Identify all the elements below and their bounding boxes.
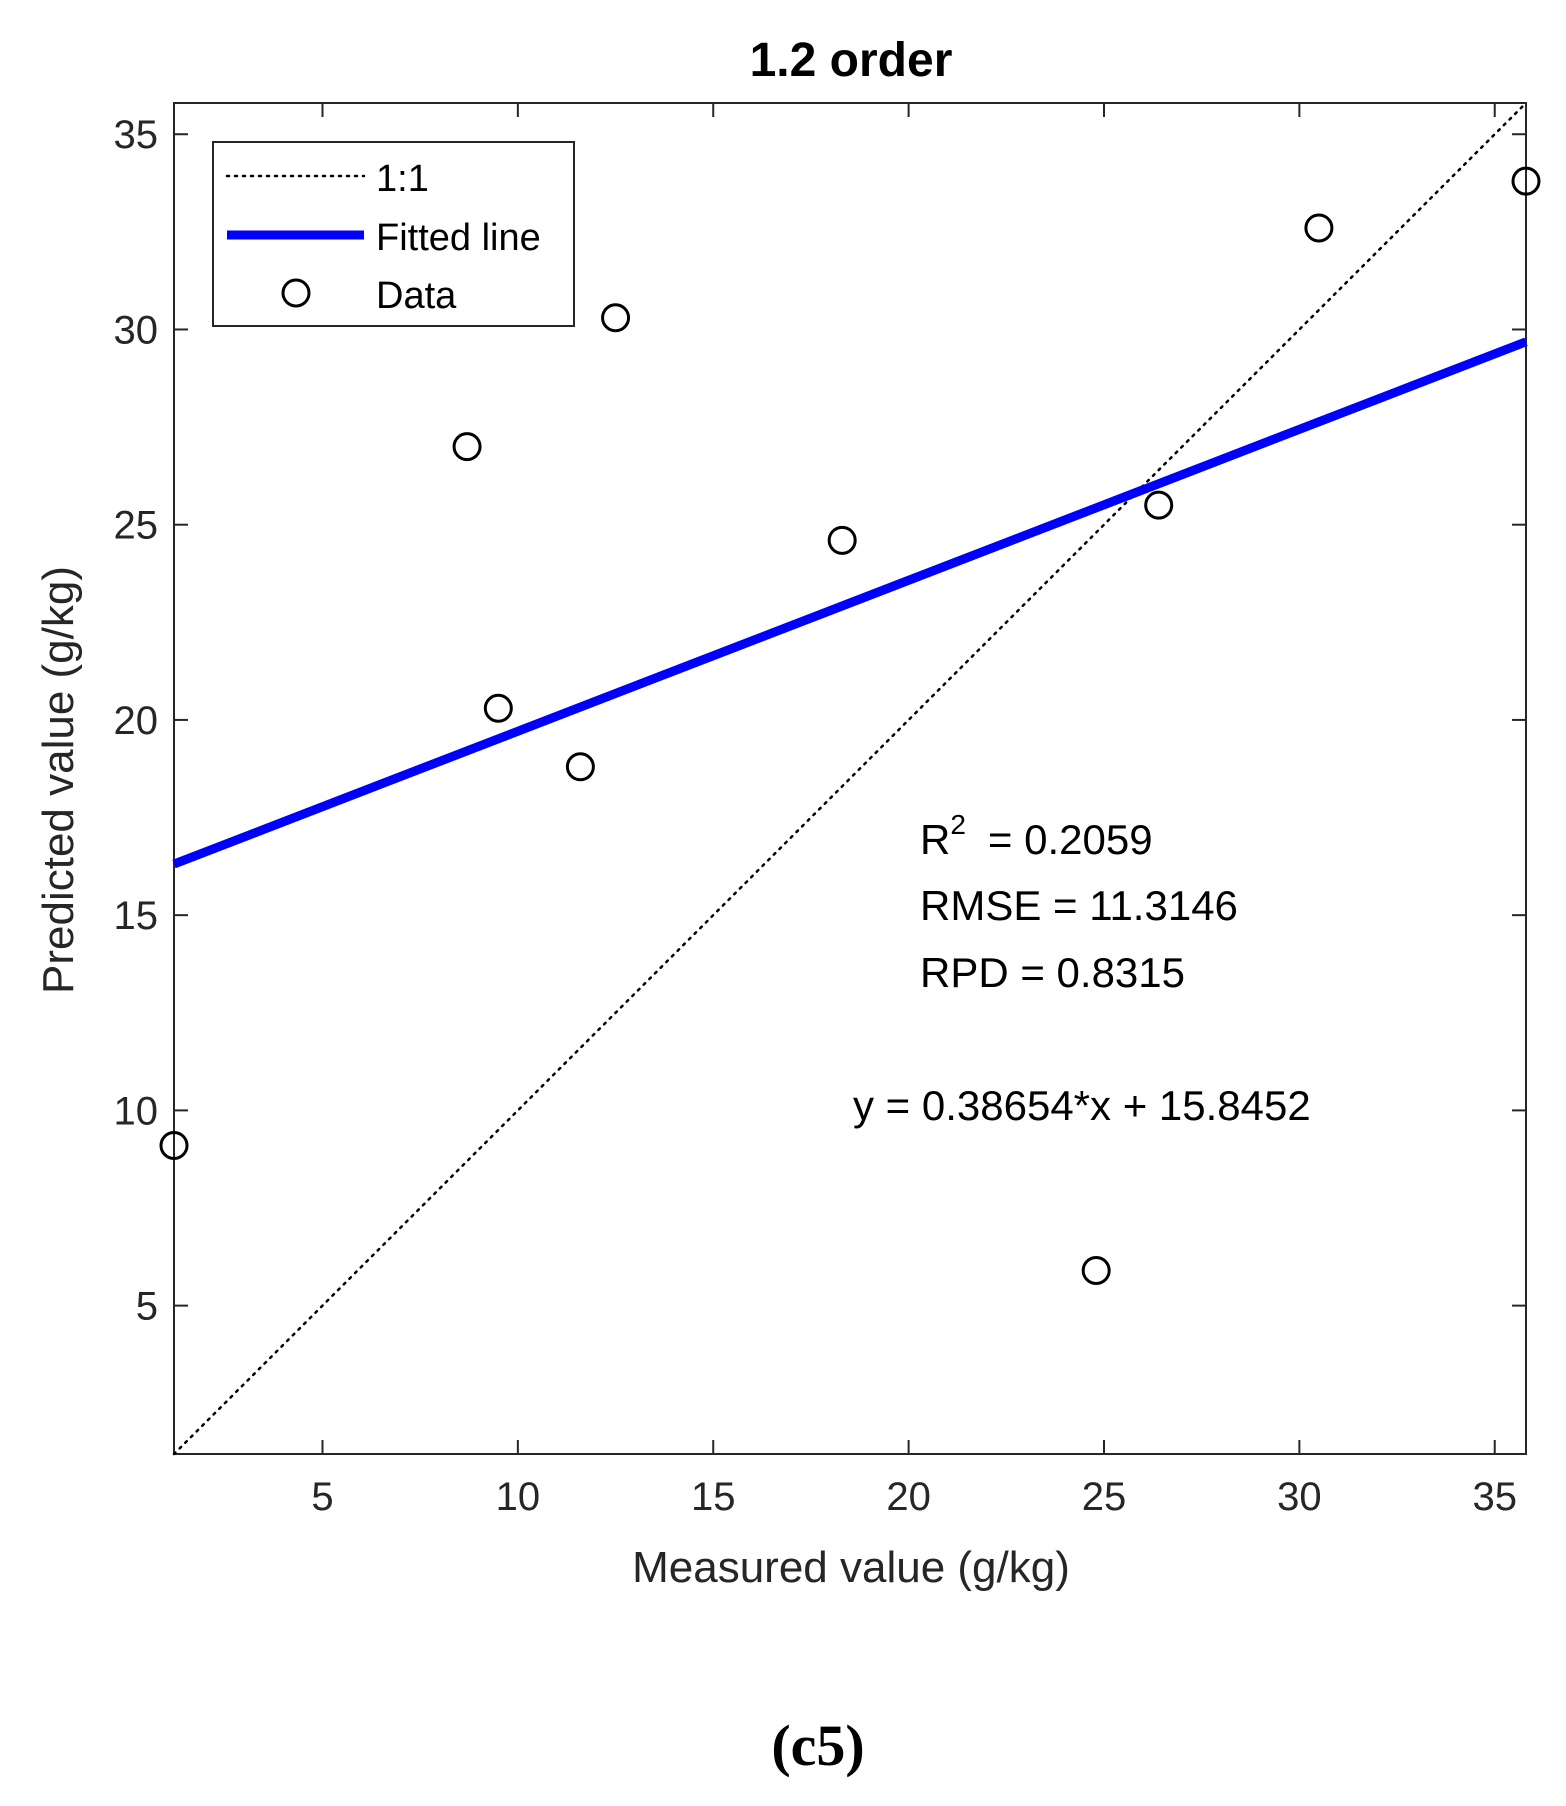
data-point <box>159 1131 189 1161</box>
chart-title: 1.2 order <box>750 34 953 87</box>
fitted-line <box>172 337 1528 869</box>
y-tick-label: 15 <box>114 894 159 938</box>
fit-equation: y = 0.38654*x + 15.8452 <box>853 1082 1311 1129</box>
r2-label: R <box>920 816 950 863</box>
legend-fitted-label: Fitted line <box>376 217 541 259</box>
x-tick-label: 15 <box>691 1475 736 1519</box>
data-points <box>159 166 1541 1285</box>
data-point <box>827 525 857 555</box>
y-tick-label: 20 <box>114 699 159 743</box>
legend-data-label: Data <box>376 275 457 317</box>
rmse-annotation: RMSE = 11.3146 <box>920 882 1238 929</box>
y-tick-label: 30 <box>114 308 159 352</box>
data-point <box>452 432 482 462</box>
one-to-one-line <box>172 101 1528 1456</box>
data-point <box>1144 490 1174 520</box>
legend-one-to-one-label: 1:1 <box>376 158 429 200</box>
x-tick-label: 35 <box>1472 1475 1517 1519</box>
rpd-annotation: RPD = 0.8315 <box>920 949 1185 996</box>
data-point <box>1511 166 1541 196</box>
figure-caption: (c5) <box>771 1713 864 1778</box>
data-point <box>1081 1255 1111 1285</box>
y-tick-label: 25 <box>114 504 159 548</box>
x-tick-label: 5 <box>311 1475 333 1519</box>
r2-superscript: 2 <box>950 809 966 840</box>
y-axis-label: Predicted value (g/kg) <box>34 566 83 994</box>
data-point <box>1304 213 1334 243</box>
y-tick-label: 35 <box>114 113 159 157</box>
data-point <box>601 303 631 333</box>
x-tick-label: 30 <box>1277 1475 1322 1519</box>
legend: 1:1 Fitted line Data <box>212 141 575 327</box>
x-tick-label: 25 <box>1082 1475 1127 1519</box>
x-tick-label: 20 <box>886 1475 931 1519</box>
axis-ticks: 5 10 15 20 25 30 35 5 10 15 20 25 30 35 <box>114 103 1526 1519</box>
data-point <box>483 693 513 723</box>
stats-annotation: R2 = 0.2059 RMSE = 11.3146 RPD = 0.8315 y… <box>853 809 1311 1129</box>
y-tick-label: 5 <box>136 1285 158 1329</box>
y-tick-label: 10 <box>114 1089 159 1133</box>
x-tick-label: 10 <box>496 1475 541 1519</box>
r2-annotation: R2 = 0.2059 <box>920 809 1153 863</box>
x-axis-label: Measured value (g/kg) <box>632 1543 1070 1592</box>
legend-data-marker <box>281 278 311 308</box>
r2-value: = 0.2059 <box>988 816 1153 863</box>
data-point <box>565 752 595 782</box>
